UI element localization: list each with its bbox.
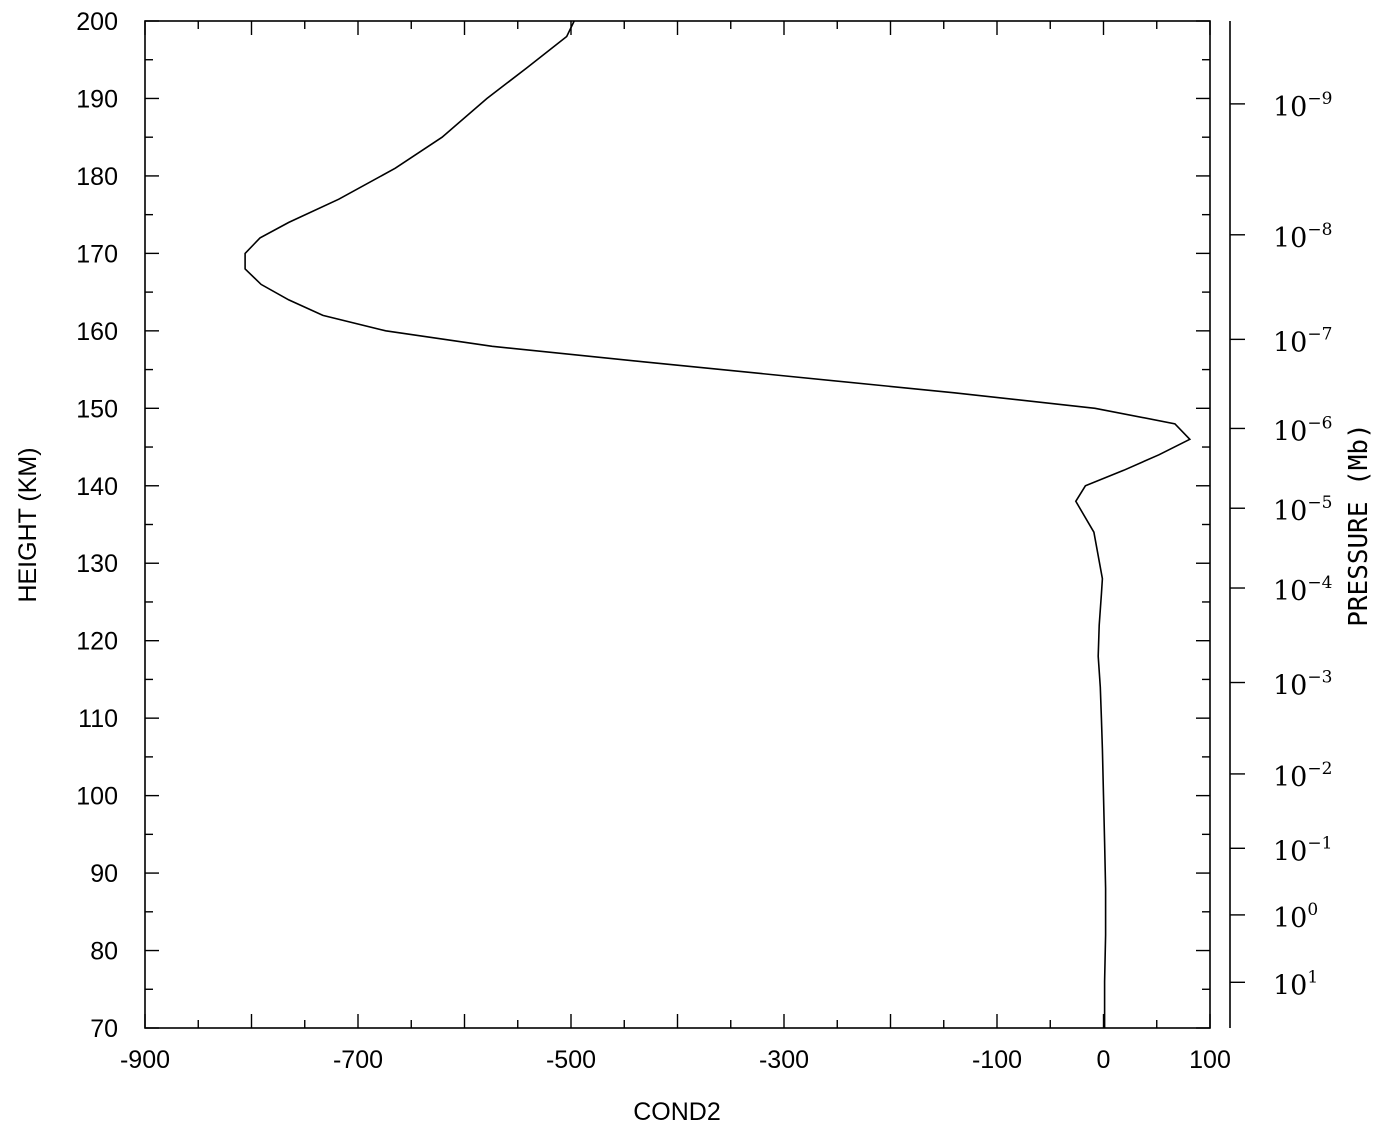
pressure-axis-title: PRESSURE (Mb) <box>1344 423 1374 627</box>
y-tick-label: 170 <box>76 240 118 268</box>
x-tick-label: -300 <box>759 1046 809 1074</box>
y-axis: 70 80 90 100 110 120 130 140 150 160 170 180 190 200 <box>76 8 1210 1043</box>
x-axis: -900 -700 -500 -300 -100 0 100 <box>120 21 1231 1074</box>
pressure-tick-label: 10−1 <box>1273 833 1332 867</box>
x-tick-label: 0 <box>1097 1046 1111 1074</box>
pressure-tick-label: 10−7 <box>1273 324 1332 358</box>
pressure-tick-label: 100 <box>1273 900 1318 934</box>
y-tick-label: 200 <box>76 8 118 36</box>
x-axis-title: COND2 <box>633 1098 721 1125</box>
y-tick-label: 100 <box>76 783 118 811</box>
y-tick-label: 190 <box>76 85 118 113</box>
pressure-tick-label: 10−4 <box>1273 573 1332 607</box>
cond2-line <box>244 20 1192 1028</box>
series-layer <box>244 20 1192 1028</box>
pressure-tick-label: 10−6 <box>1273 413 1332 447</box>
pressure-axis: 10−9 10−8 10−7 10−6 10−5 10−4 10−3 10−2 10−1 100 1… <box>1230 89 1332 1001</box>
pressure-tick-label: 10−3 <box>1273 668 1332 702</box>
pressure-tick-label: 10−9 <box>1273 89 1332 123</box>
x-tick-label: -700 <box>333 1046 383 1074</box>
y-tick-label: 180 <box>76 163 118 191</box>
x-tick-label: -100 <box>972 1046 1022 1074</box>
y-tick-label: 90 <box>90 860 118 888</box>
y-tick-label: 70 <box>90 1015 118 1043</box>
pressure-tick-label: 10−2 <box>1273 759 1332 793</box>
plot-border <box>144 20 1211 1029</box>
y-tick-label: 110 <box>78 705 118 733</box>
x-tick-label: -500 <box>546 1046 596 1074</box>
pressure-tick-label: 10−8 <box>1273 220 1332 254</box>
y-tick-label: 160 <box>76 318 118 346</box>
pressure-tick-label: 10−5 <box>1273 493 1332 527</box>
y-tick-label: 130 <box>76 550 118 578</box>
x-tick-label: 100 <box>1189 1046 1231 1074</box>
x-tick-label: -900 <box>120 1046 170 1074</box>
pressure-tick-label: 101 <box>1273 967 1318 1001</box>
y-tick-label: 150 <box>76 395 118 423</box>
y-axis-title: HEIGHT (KM) <box>14 447 42 602</box>
y-tick-label: 80 <box>90 938 118 966</box>
y-tick-label: 120 <box>76 628 118 656</box>
y-tick-label: 140 <box>76 473 118 501</box>
plot-frame <box>144 20 1231 1029</box>
